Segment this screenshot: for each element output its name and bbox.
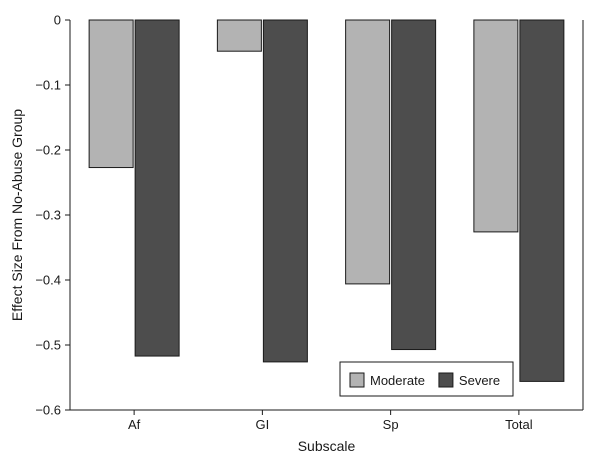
x-tick-label-gi: GI: [256, 417, 270, 432]
bar-moderate-gi: [216, 19, 262, 52]
x-axis-title: Subscale: [298, 438, 356, 454]
legend-swatch-moderate: [349, 372, 365, 388]
x-tick-label-af: Af: [128, 417, 141, 432]
legend-swatch-severe: [438, 372, 454, 388]
bar-moderate-af: [88, 19, 134, 169]
bar-severe-gi: [262, 19, 308, 363]
y-tick-label: −0.5: [35, 338, 61, 353]
y-axis-title: Effect Size From No-Abuse Group: [9, 109, 25, 321]
legend-label-severe: Severe: [459, 373, 500, 388]
axes-layer: [65, 19, 584, 415]
y-tick-label: 0: [54, 13, 61, 28]
bar-moderate-sp: [345, 19, 391, 285]
y-tick-label: −0.4: [35, 273, 61, 288]
x-tick-label-sp: Sp: [383, 417, 399, 432]
legend-box: [339, 361, 514, 397]
bar-severe-af: [134, 19, 180, 357]
bar-moderate-total: [473, 19, 519, 233]
legend-label-moderate: Moderate: [370, 373, 425, 388]
y-tick-label: −0.2: [35, 143, 61, 158]
x-tick-label-total: Total: [505, 417, 533, 432]
bar-severe-sp: [391, 19, 437, 351]
bars-layer: [88, 19, 565, 382]
labels-layer: Af GI Sp Total 0 −0.1 −0.2 −0.3 −0.4 −0.5 −0.6 Subs…: [9, 13, 533, 455]
y-tick-label: −0.3: [35, 208, 61, 223]
y-tick-label: −0.6: [35, 403, 61, 418]
y-tick-label: −0.1: [35, 78, 61, 93]
bar-severe-total: [519, 19, 565, 382]
legend: Moderate Severe: [339, 361, 514, 397]
